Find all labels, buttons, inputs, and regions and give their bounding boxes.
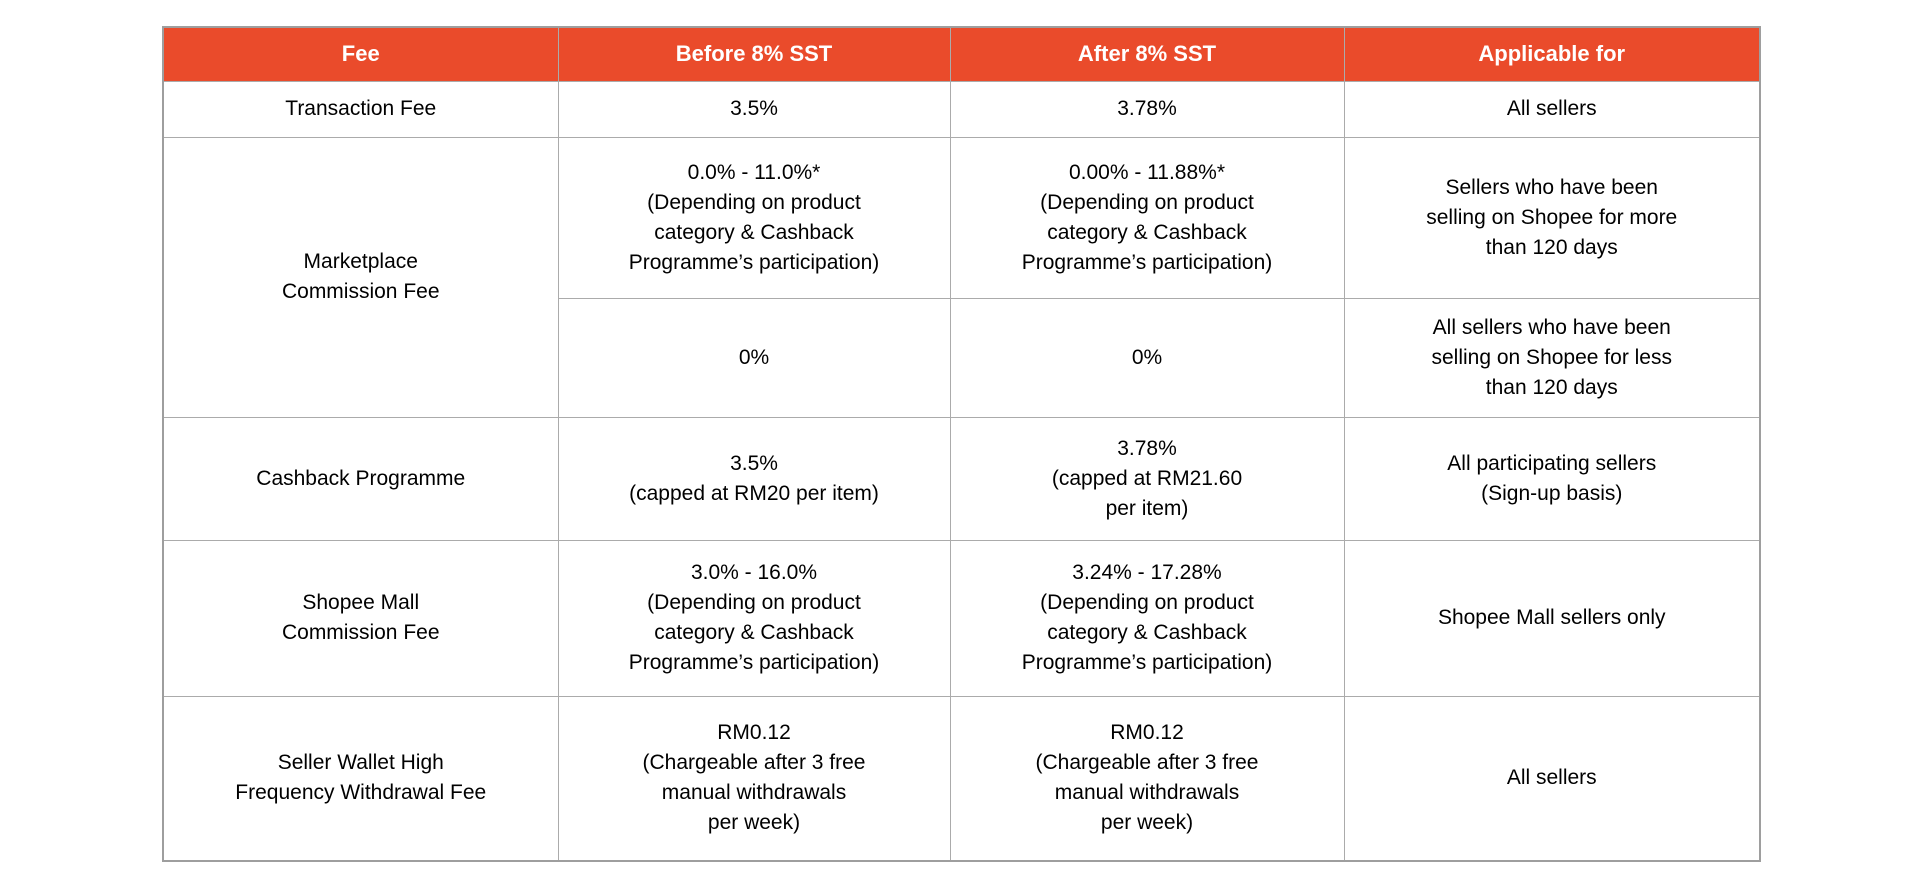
table-row-marketplace-commission-b: 0% 0% All sellers who have been selling … <box>163 297 1761 418</box>
table-row-marketplace-commission-a: Marketplace Commission Fee 0.0% - 11.0%*… <box>162 136 1761 418</box>
fee-table-container: Fee Before 8% SST After 8% SST Applicabl… <box>162 26 1761 862</box>
transaction-fee-name: Transaction Fee <box>162 80 559 138</box>
shopee-mall-commission-applicable: Shopee Mall sellers only <box>1343 539 1761 697</box>
seller-wallet-withdrawal-after: RM0.12 (Chargeable after 3 free manual w… <box>949 695 1345 862</box>
transaction-fee-before: 3.5% <box>557 80 951 138</box>
marketplace-commission-fee-name: Marketplace Commission Fee <box>162 136 559 418</box>
column-header-after-sst: After 8% SST <box>949 26 1345 82</box>
table-row-shopee-mall-commission: Shopee Mall Commission Fee 3.0% - 16.0% … <box>162 539 1761 697</box>
table-row-seller-wallet-withdrawal: Seller Wallet High Frequency Withdrawal … <box>162 695 1761 862</box>
marketplace-commission-before-over120: 0.0% - 11.0%* (Depending on product cate… <box>557 136 951 299</box>
cashback-programme-name: Cashback Programme <box>162 416 559 541</box>
header-row: Fee Before 8% SST After 8% SST Applicabl… <box>162 26 1761 82</box>
table-row-cashback-programme: Cashback Programme 3.5% (capped at RM20 … <box>162 416 1761 541</box>
marketplace-commission-applicable-under120: All sellers who have been selling on Sho… <box>1343 297 1761 418</box>
shopee-mall-commission-after: 3.24% - 17.28% (Depending on product cat… <box>949 539 1345 697</box>
column-header-before-sst: Before 8% SST <box>557 26 951 82</box>
shopee-mall-commission-name: Shopee Mall Commission Fee <box>162 539 559 697</box>
seller-wallet-withdrawal-before: RM0.12 (Chargeable after 3 free manual w… <box>557 695 951 862</box>
column-header-fee: Fee <box>162 26 559 82</box>
transaction-fee-applicable: All sellers <box>1343 80 1761 138</box>
cashback-programme-applicable: All participating sellers (Sign-up basis… <box>1343 416 1761 541</box>
column-header-applicable-for: Applicable for <box>1343 26 1761 82</box>
transaction-fee-after: 3.78% <box>949 80 1345 138</box>
marketplace-commission-before-under120: 0% <box>557 297 951 418</box>
seller-wallet-withdrawal-name: Seller Wallet High Frequency Withdrawal … <box>162 695 559 862</box>
marketplace-commission-after-over120: 0.00% - 11.88%* (Depending on product ca… <box>949 136 1345 299</box>
shopee-mall-commission-before: 3.0% - 16.0% (Depending on product categ… <box>557 539 951 697</box>
sst-fee-table: Fee Before 8% SST After 8% SST Applicabl… <box>162 26 1761 862</box>
seller-wallet-withdrawal-applicable: All sellers <box>1343 695 1761 862</box>
marketplace-commission-applicable-over120: Sellers who have been selling on Shopee … <box>1343 136 1761 299</box>
cashback-programme-before: 3.5% (capped at RM20 per item) <box>557 416 951 541</box>
table-row-transaction-fee: Transaction Fee 3.5% 3.78% All sellers <box>162 80 1761 138</box>
cashback-programme-after: 3.78% (capped at RM21.60 per item) <box>949 416 1345 541</box>
marketplace-commission-after-under120: 0% <box>949 297 1345 418</box>
